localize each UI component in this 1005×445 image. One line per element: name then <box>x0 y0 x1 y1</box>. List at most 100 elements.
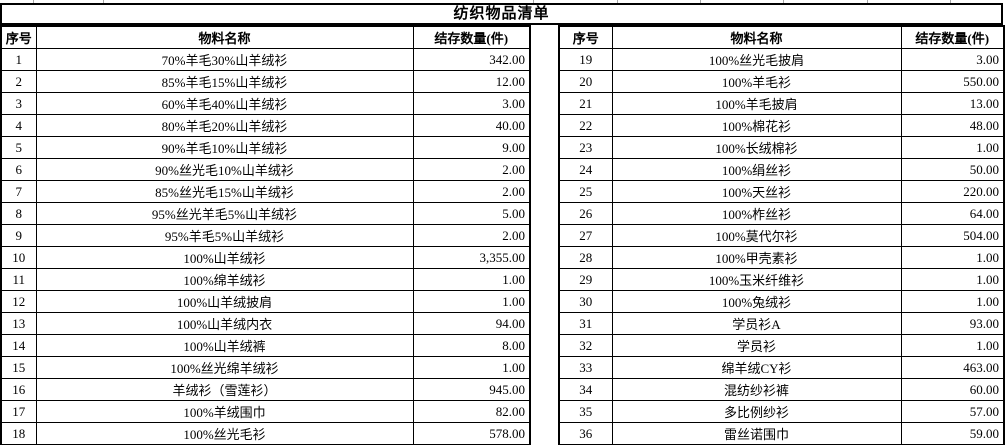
material-name-cell[interactable]: 100%羊绒围巾 <box>35 400 414 423</box>
material-name-cell[interactable]: 100%丝光绵羊绒衫 <box>35 356 414 379</box>
header-name[interactable]: 物料名称 <box>611 25 902 49</box>
material-name-cell[interactable]: 学员衫A <box>611 312 902 335</box>
row-index-cell[interactable]: 21 <box>558 92 613 115</box>
quantity-cell[interactable]: 3,355.00 <box>412 246 531 269</box>
quantity-cell[interactable]: 1.00 <box>412 268 531 291</box>
material-name-cell[interactable]: 多比例纱衫 <box>611 400 902 423</box>
quantity-cell[interactable]: 3.00 <box>900 48 1005 71</box>
header-name[interactable]: 物料名称 <box>35 25 414 49</box>
row-index-cell[interactable]: 2 <box>0 70 37 93</box>
quantity-cell[interactable]: 64.00 <box>900 202 1005 225</box>
row-index-cell[interactable]: 1 <box>0 48 37 71</box>
material-name-cell[interactable]: 雷丝诺围巾 <box>611 422 902 445</box>
row-index-cell[interactable]: 15 <box>0 356 37 379</box>
quantity-cell[interactable]: 1.00 <box>900 268 1005 291</box>
row-index-cell[interactable]: 25 <box>558 180 613 203</box>
quantity-cell[interactable]: 2.00 <box>412 158 531 181</box>
row-index-cell[interactable]: 22 <box>558 114 613 137</box>
material-name-cell[interactable]: 100%山羊绒内衣 <box>35 312 414 335</box>
quantity-cell[interactable]: 1.00 <box>412 356 531 379</box>
material-name-cell[interactable]: 95%羊毛5%山羊绒衫 <box>35 224 414 247</box>
material-name-cell[interactable]: 95%丝光羊毛5%山羊绒衫 <box>35 202 414 225</box>
material-name-cell[interactable]: 100%丝光毛衫 <box>35 422 414 445</box>
row-index-cell[interactable]: 20 <box>558 70 613 93</box>
material-name-cell[interactable]: 80%羊毛20%山羊绒衫 <box>35 114 414 137</box>
material-name-cell[interactable]: 100%山羊绒披肩 <box>35 290 414 313</box>
material-name-cell[interactable]: 100%山羊绒衫 <box>35 246 414 269</box>
row-index-cell[interactable]: 36 <box>558 422 613 445</box>
row-index-cell[interactable]: 12 <box>0 290 37 313</box>
row-index-cell[interactable]: 14 <box>0 334 37 357</box>
quantity-cell[interactable]: 220.00 <box>900 180 1005 203</box>
quantity-cell[interactable]: 1.00 <box>900 334 1005 357</box>
material-name-cell[interactable]: 90%丝光毛10%山羊绒衫 <box>35 158 414 181</box>
quantity-cell[interactable]: 50.00 <box>900 158 1005 181</box>
quantity-cell[interactable]: 82.00 <box>412 400 531 423</box>
row-index-cell[interactable]: 35 <box>558 400 613 423</box>
row-index-cell[interactable]: 4 <box>0 114 37 137</box>
header-quantity[interactable]: 结存数量(件) <box>900 25 1005 49</box>
quantity-cell[interactable]: 13.00 <box>900 92 1005 115</box>
row-index-cell[interactable]: 32 <box>558 334 613 357</box>
quantity-cell[interactable]: 945.00 <box>412 378 531 401</box>
header-quantity[interactable]: 结存数量(件) <box>412 25 531 49</box>
material-name-cell[interactable]: 100%羊毛衫 <box>611 70 902 93</box>
quantity-cell[interactable]: 12.00 <box>412 70 531 93</box>
quantity-cell[interactable]: 1.00 <box>900 290 1005 313</box>
quantity-cell[interactable]: 2.00 <box>412 180 531 203</box>
header-index[interactable]: 序号 <box>0 25 37 49</box>
material-name-cell[interactable]: 混纺纱衫裤 <box>611 378 902 401</box>
quantity-cell[interactable]: 1.00 <box>900 246 1005 269</box>
material-name-cell[interactable]: 70%羊毛30%山羊绒衫 <box>35 48 414 71</box>
material-name-cell[interactable]: 100%丝光毛披肩 <box>611 48 902 71</box>
header-index[interactable]: 序号 <box>558 25 613 49</box>
material-name-cell[interactable]: 85%羊毛15%山羊绒衫 <box>35 70 414 93</box>
material-name-cell[interactable]: 绵羊绒CY衫 <box>611 356 902 379</box>
quantity-cell[interactable]: 93.00 <box>900 312 1005 335</box>
row-index-cell[interactable]: 29 <box>558 268 613 291</box>
quantity-cell[interactable]: 550.00 <box>900 70 1005 93</box>
quantity-cell[interactable]: 463.00 <box>900 356 1005 379</box>
quantity-cell[interactable]: 57.00 <box>900 400 1005 423</box>
row-index-cell[interactable]: 27 <box>558 224 613 247</box>
quantity-cell[interactable]: 60.00 <box>900 378 1005 401</box>
quantity-cell[interactable]: 40.00 <box>412 114 531 137</box>
quantity-cell[interactable]: 504.00 <box>900 224 1005 247</box>
material-name-cell[interactable]: 100%兔绒衫 <box>611 290 902 313</box>
row-index-cell[interactable]: 28 <box>558 246 613 269</box>
row-index-cell[interactable]: 3 <box>0 92 37 115</box>
material-name-cell[interactable]: 90%羊毛10%山羊绒衫 <box>35 136 414 159</box>
row-index-cell[interactable]: 13 <box>0 312 37 335</box>
material-name-cell[interactable]: 100%莫代尔衫 <box>611 224 902 247</box>
quantity-cell[interactable]: 578.00 <box>412 422 531 445</box>
material-name-cell[interactable]: 100%棉花衫 <box>611 114 902 137</box>
quantity-cell[interactable]: 342.00 <box>412 48 531 71</box>
row-index-cell[interactable]: 30 <box>558 290 613 313</box>
row-index-cell[interactable]: 8 <box>0 202 37 225</box>
material-name-cell[interactable]: 100%天丝衫 <box>611 180 902 203</box>
row-index-cell[interactable]: 23 <box>558 136 613 159</box>
material-name-cell[interactable]: 100%绵羊绒衫 <box>35 268 414 291</box>
row-index-cell[interactable]: 19 <box>558 48 613 71</box>
quantity-cell[interactable]: 9.00 <box>412 136 531 159</box>
material-name-cell[interactable]: 100%甲壳素衫 <box>611 246 902 269</box>
material-name-cell[interactable]: 100%绢丝衫 <box>611 158 902 181</box>
row-index-cell[interactable]: 7 <box>0 180 37 203</box>
row-index-cell[interactable]: 5 <box>0 136 37 159</box>
material-name-cell[interactable]: 学员衫 <box>611 334 902 357</box>
quantity-cell[interactable]: 5.00 <box>412 202 531 225</box>
material-name-cell[interactable]: 100%玉米纤维衫 <box>611 268 902 291</box>
quantity-cell[interactable]: 48.00 <box>900 114 1005 137</box>
quantity-cell[interactable]: 3.00 <box>412 92 531 115</box>
quantity-cell[interactable]: 94.00 <box>412 312 531 335</box>
row-index-cell[interactable]: 16 <box>0 378 37 401</box>
quantity-cell[interactable]: 8.00 <box>412 334 531 357</box>
material-name-cell[interactable]: 100%羊毛披肩 <box>611 92 902 115</box>
row-index-cell[interactable]: 24 <box>558 158 613 181</box>
row-index-cell[interactable]: 17 <box>0 400 37 423</box>
material-name-cell[interactable]: 100%柞丝衫 <box>611 202 902 225</box>
material-name-cell[interactable]: 60%羊毛40%山羊绒衫 <box>35 92 414 115</box>
quantity-cell[interactable]: 1.00 <box>900 136 1005 159</box>
material-name-cell[interactable]: 85%丝光毛15%山羊绒衫 <box>35 180 414 203</box>
row-index-cell[interactable]: 9 <box>0 224 37 247</box>
